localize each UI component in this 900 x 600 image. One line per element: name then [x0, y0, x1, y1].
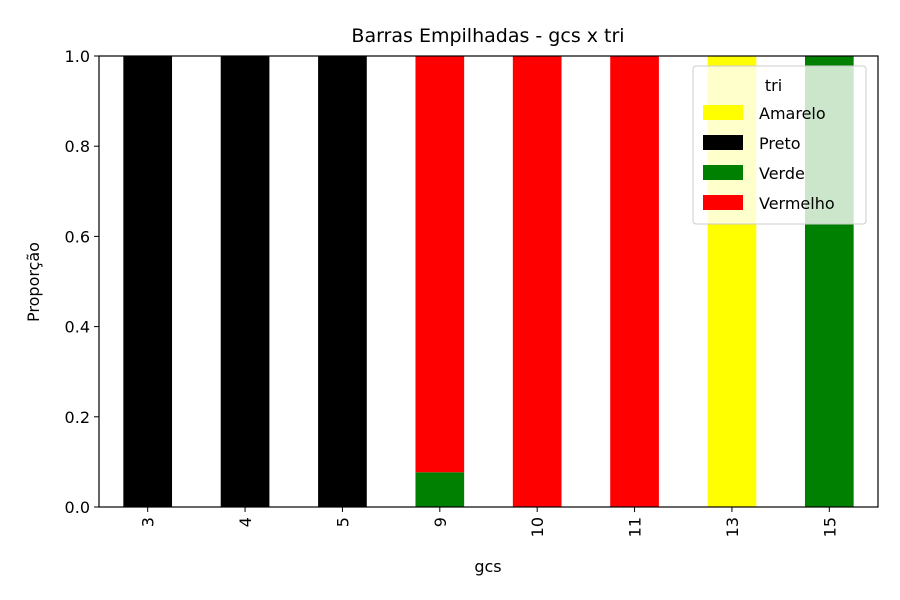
- legend-label: Amarelo: [759, 104, 826, 123]
- legend-swatch: [703, 195, 743, 210]
- x-tick-label: 9: [431, 517, 450, 527]
- legend-title: tri: [765, 76, 782, 95]
- bar-11-series-3: [610, 56, 659, 507]
- legend: tri Amarelo Preto Verde Vermelho: [692, 65, 867, 225]
- bar-3-series-1: [123, 56, 173, 507]
- x-tick-label: 13: [723, 517, 742, 537]
- x-axis: 3 4 5 9 10 11 13 15: [139, 507, 839, 537]
- y-tick-label: 0.8: [65, 137, 90, 156]
- x-tick-label: 15: [820, 517, 839, 537]
- x-tick-label: 10: [528, 517, 547, 537]
- legend-label: Vermelho: [759, 194, 835, 213]
- bar-9-series-2: [415, 472, 465, 507]
- bar-4-series-1: [220, 56, 270, 507]
- bar-10-series-3: [512, 56, 562, 507]
- x-tick-label: 11: [626, 517, 645, 537]
- chart-title: Barras Empilhadas - gcs x tri: [351, 25, 624, 47]
- x-tick-label: 3: [139, 517, 158, 527]
- bar-5-series-1: [318, 56, 367, 507]
- bar-9-series-3: [415, 56, 465, 473]
- legend-label: Preto: [759, 134, 801, 153]
- y-tick-label: 0.0: [65, 498, 90, 517]
- legend-swatch: [703, 105, 743, 120]
- y-tick-label: 0.6: [65, 227, 90, 246]
- x-tick-label: 5: [333, 517, 352, 527]
- legend-label: Verde: [759, 164, 805, 183]
- y-axis: 0.0 0.2 0.4 0.6 0.8 1.0: [65, 47, 99, 517]
- legend-swatch: [703, 165, 743, 180]
- y-tick-label: 0.4: [65, 318, 90, 337]
- x-tick-label: 4: [236, 517, 255, 527]
- y-axis-label: Proporção: [24, 242, 43, 322]
- plot-frame: [98, 55, 879, 508]
- y-tick-label: 1.0: [65, 47, 90, 66]
- y-tick-label: 0.2: [65, 408, 90, 427]
- x-axis-label: gcs: [474, 557, 501, 576]
- legend-swatch: [703, 135, 743, 150]
